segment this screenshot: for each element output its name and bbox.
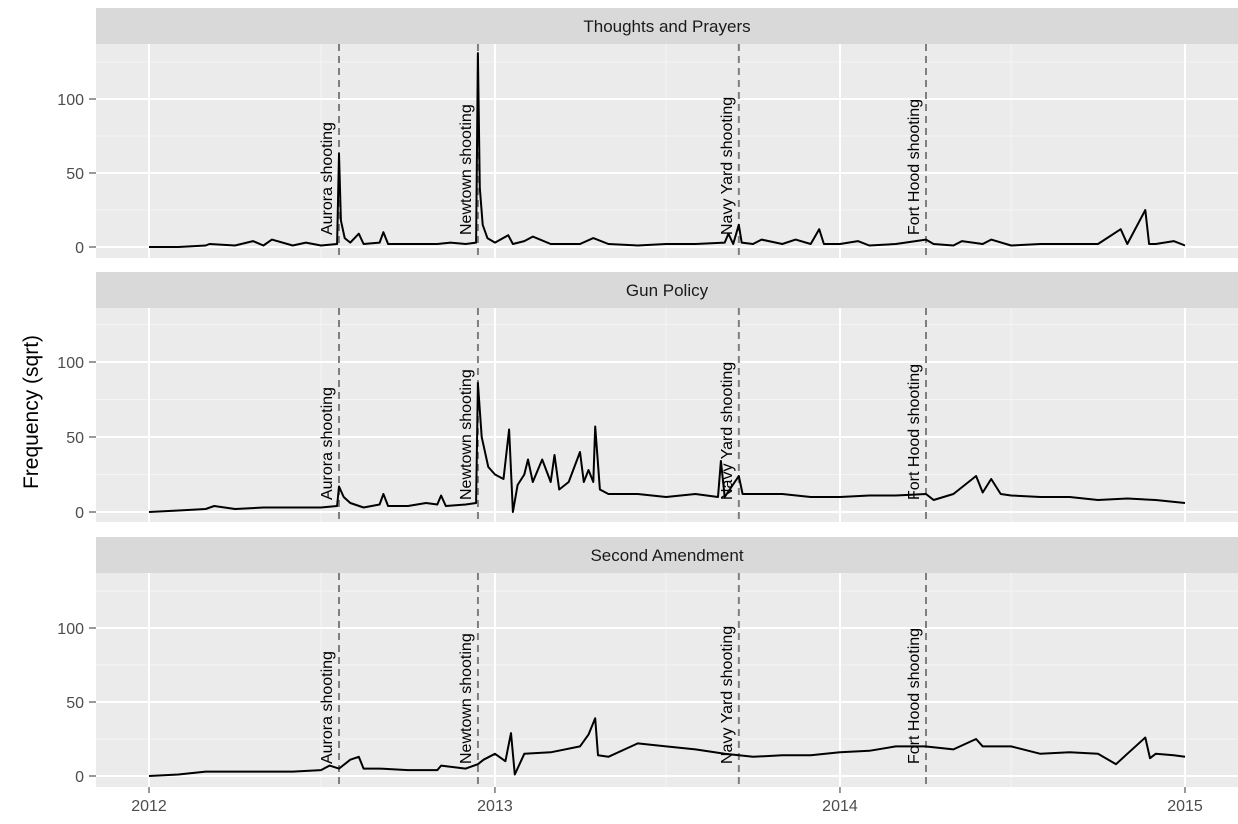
y-tick-label: 100 — [57, 92, 84, 109]
facet-strip — [96, 8, 1238, 44]
facet-strip — [96, 537, 1238, 573]
event-label: Newtown shooting — [458, 369, 475, 500]
y-tick-label: 50 — [66, 166, 84, 183]
event-label: Navy Yard shooting — [719, 97, 736, 235]
facet-strip — [96, 272, 1238, 308]
event-label: Fort Hood shooting — [906, 628, 923, 764]
x-tick-label: 2012 — [131, 798, 167, 815]
y-tick-label: 50 — [66, 430, 84, 447]
event-label: Aurora shooting — [319, 651, 336, 764]
plot-background — [96, 573, 1238, 787]
y-tick-label: 50 — [66, 695, 84, 712]
x-tick-label: 2014 — [822, 798, 858, 815]
facet-panel: Gun Policy 0 50 100 Aurora shooting Newtown s… — [57, 272, 1238, 522]
event-label: Fort Hood shooting — [906, 364, 923, 500]
facet-title: Second Amendment — [590, 546, 743, 565]
y-tick-label: 0 — [75, 505, 84, 522]
x-axis: 2012 2013 2014 2015 — [131, 787, 1203, 815]
plot-background — [96, 44, 1238, 258]
x-tick-label: 2013 — [477, 798, 513, 815]
x-tick-label: 2015 — [1167, 798, 1203, 815]
y-axis-title: Frequency (sqrt) — [20, 335, 43, 489]
panels-layer: Thoughts and Prayers 0 50 100 Aurora shootin… — [57, 8, 1238, 787]
y-tick-label: 100 — [57, 355, 84, 372]
plot-background — [96, 308, 1238, 522]
event-label: Newtown shooting — [458, 104, 475, 235]
series-line — [148, 382, 1186, 513]
series-line — [148, 717, 1186, 777]
event-label: Newtown shooting — [458, 633, 475, 764]
series-line — [149, 52, 1186, 248]
y-tick-label: 100 — [57, 621, 84, 638]
event-label: Aurora shooting — [319, 387, 336, 500]
y-tick-label: 0 — [75, 240, 84, 257]
facet-title: Gun Policy — [626, 281, 709, 300]
facet-panel: Thoughts and Prayers 0 50 100 Aurora shootin… — [57, 8, 1238, 258]
facet-title: Thoughts and Prayers — [583, 17, 750, 36]
event-label: Navy Yard shooting — [719, 626, 736, 764]
event-label: Navy Yard shooting — [719, 362, 736, 500]
facet-panel: Second Amendment 0 50 100 Aurora shooting New… — [57, 537, 1238, 787]
y-tick-label: 0 — [75, 769, 84, 786]
event-label: Fort Hood shooting — [906, 99, 923, 235]
event-label: Aurora shooting — [319, 122, 336, 235]
